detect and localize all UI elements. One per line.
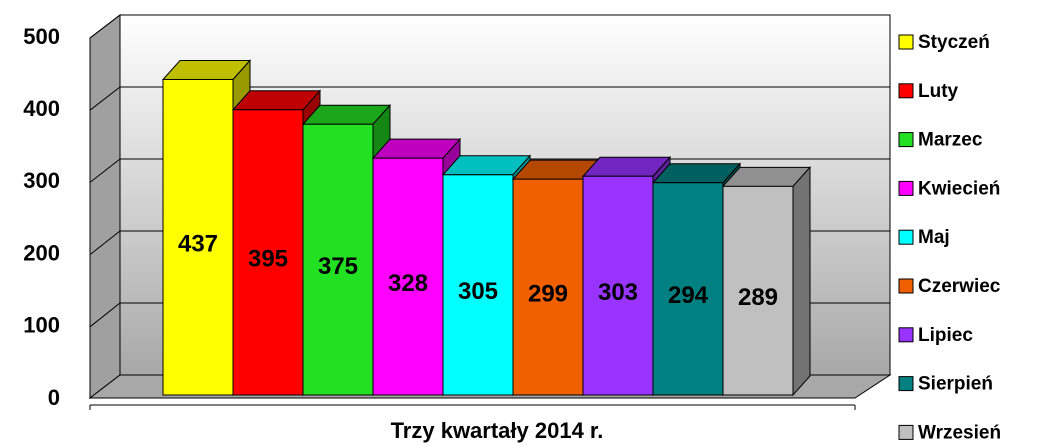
- y-tick-label: 300: [23, 168, 60, 193]
- legend-swatch: [898, 327, 914, 343]
- grid-line: [89, 230, 121, 255]
- bar: [302, 123, 374, 396]
- legend-swatch: [898, 229, 914, 245]
- legend-label: Lipiec: [918, 325, 973, 346]
- data-label: 375: [318, 253, 358, 280]
- grid-line: [89, 14, 121, 39]
- legend-swatch: [898, 34, 914, 50]
- y-tick-label: 200: [23, 240, 60, 265]
- legend-swatch: [898, 278, 914, 294]
- y-tick-label: 100: [23, 313, 60, 338]
- data-label: 289: [738, 284, 778, 311]
- legend-label: Styczeń: [918, 32, 990, 53]
- data-label: 305: [458, 278, 498, 305]
- legend-swatch: [898, 132, 914, 148]
- side-wall: [89, 13, 121, 400]
- y-tick-label: 0: [48, 385, 60, 410]
- legend-label: Kwiecień: [918, 178, 1000, 199]
- legend-label: Maj: [918, 227, 950, 248]
- grid-line: [89, 302, 121, 328]
- legend-swatch: [898, 424, 914, 440]
- legend-swatch: [898, 83, 914, 99]
- data-label: 303: [598, 279, 638, 306]
- bar: [512, 178, 584, 396]
- legend-swatch: [898, 180, 914, 196]
- data-label: 395: [248, 246, 288, 273]
- grid-line: [89, 158, 121, 183]
- bar-side: [792, 166, 811, 397]
- data-label: 299: [528, 280, 568, 307]
- legend-label: Wrzesień: [918, 422, 1001, 443]
- bar: [442, 174, 514, 396]
- x-category-label: Trzy kwartały 2014 r.: [391, 418, 604, 443]
- bar: [162, 78, 234, 396]
- legend-label: Marzec: [918, 130, 983, 151]
- legend-label: Sierpień: [918, 374, 993, 395]
- y-tick-label: 500: [23, 24, 60, 49]
- data-label: 437: [178, 231, 218, 258]
- y-tick-label: 400: [23, 96, 60, 121]
- grid-line: [89, 86, 121, 111]
- bar: [582, 175, 654, 396]
- legend-swatch: [898, 376, 914, 392]
- legend-label: Luty: [918, 81, 959, 102]
- bar: [722, 185, 794, 396]
- data-label: 294: [668, 282, 709, 309]
- bar: [232, 109, 304, 396]
- data-label: 328: [388, 270, 428, 297]
- legend-label: Czerwiec: [918, 276, 1001, 297]
